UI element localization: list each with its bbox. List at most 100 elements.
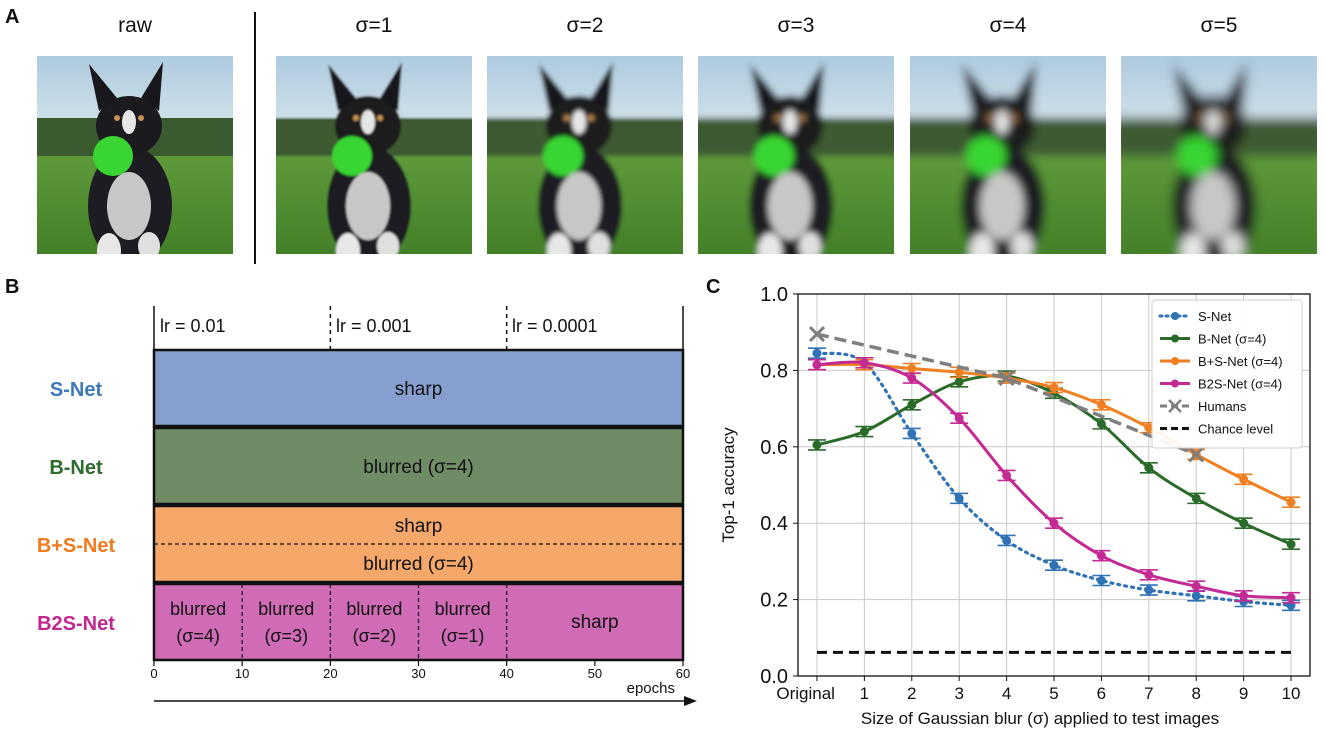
- data-point: [855, 356, 874, 369]
- data-marker: [1191, 591, 1201, 601]
- legend-entry: S-Net: [1158, 309, 1232, 324]
- y-tick-label: 0.0: [760, 666, 788, 688]
- legend-entry: Chance level: [1160, 422, 1273, 437]
- segment-text: sharp: [571, 612, 619, 633]
- dog-photo-thumbnail: [910, 56, 1106, 254]
- data-point: [1092, 549, 1111, 562]
- data-point: [1234, 589, 1253, 602]
- data-point: [1092, 418, 1111, 430]
- data-point: [902, 427, 921, 440]
- row-label: B2S-Net: [37, 613, 115, 635]
- dog-photo-image: [698, 56, 894, 254]
- segment-text: (σ=2): [353, 626, 397, 646]
- data-marker: [1002, 470, 1012, 480]
- epoch-tick-label: 60: [676, 666, 690, 681]
- segment-text: (σ=1): [441, 626, 485, 646]
- epoch-tick-label: 40: [499, 666, 513, 681]
- segment-text: (σ=3): [264, 626, 308, 646]
- segment-text: blurred: [170, 599, 226, 619]
- x-tick-label: 4: [1002, 684, 1011, 703]
- data-point: [1282, 538, 1301, 551]
- legend-label: B-Net (σ=4): [1198, 332, 1266, 347]
- data-point: [1282, 496, 1301, 508]
- data-point: [950, 492, 969, 505]
- data-marker: [1049, 560, 1059, 570]
- data-marker: [1049, 383, 1059, 393]
- lr-label: lr = 0.01: [160, 316, 226, 336]
- data-point: [1139, 584, 1158, 596]
- data-marker: [1191, 493, 1201, 503]
- dog-photo-image: [37, 56, 233, 254]
- data-point: [1139, 568, 1158, 581]
- legend-entry: B2S-Net (σ=4): [1160, 377, 1282, 392]
- panel-b: lr = 0.01 lr = 0.001 lr = 0.0001 S-Net B-Net…: [0, 280, 700, 720]
- data-marker: [1049, 518, 1059, 528]
- epoch-tick-label: 30: [411, 666, 425, 681]
- data-marker: [1144, 585, 1154, 595]
- y-tick-label: 0.6: [760, 437, 788, 459]
- legend-entry: B-Net (σ=4): [1160, 332, 1266, 347]
- x-tick-label: 10: [1282, 684, 1301, 703]
- legend-entry: B+S-Net (σ=4): [1160, 354, 1283, 369]
- legend-marker: [1171, 312, 1179, 320]
- data-point: [1045, 381, 1063, 394]
- humans-line: [816, 332, 1197, 457]
- bar-text: blurred (σ=4): [363, 457, 473, 478]
- y-tick-label: 0.8: [760, 360, 788, 382]
- data-point: [1187, 580, 1206, 593]
- thumbnail-label: σ=3: [777, 14, 815, 37]
- data-point: [997, 469, 1016, 482]
- dog-photo-thumbnail: [37, 56, 233, 254]
- data-marker: [1144, 463, 1154, 473]
- data-marker: [954, 367, 964, 377]
- y-tick-label: 0.2: [760, 590, 788, 612]
- raw-divider: [254, 12, 256, 264]
- legend-entry: Humans: [1160, 399, 1247, 414]
- data-marker: [859, 427, 869, 437]
- y-axis-title: Top-1 accuracy: [719, 427, 738, 543]
- dog-photo-thumbnail: [698, 56, 894, 254]
- bar-text: sharp: [395, 379, 443, 400]
- data-marker: [907, 400, 917, 410]
- data-marker: [859, 358, 869, 368]
- thumbnail-label: σ=1: [355, 14, 393, 37]
- dog-photo-image: [1121, 56, 1317, 254]
- dog-photo-image: [276, 56, 472, 254]
- legend-marker: [1171, 357, 1179, 365]
- data-point: [1139, 421, 1158, 434]
- data-marker: [1096, 551, 1106, 561]
- x-tick-label: 2: [907, 684, 916, 703]
- x-tick-label: Original: [776, 684, 835, 703]
- data-point: [902, 372, 921, 384]
- humans-marker-stroke: [998, 369, 1015, 387]
- schedule-bar: [152, 348, 685, 428]
- x-tick-label: 6: [1097, 684, 1106, 703]
- row-label: S-Net: [50, 379, 103, 401]
- data-point: [807, 439, 826, 451]
- data-marker: [1002, 535, 1012, 545]
- x-axis-title: Size of Gaussian blur (σ) applied to tes…: [861, 709, 1219, 728]
- data-point: [1139, 462, 1158, 474]
- data-point: [1045, 517, 1063, 530]
- lr-label: lr = 0.0001: [512, 316, 598, 336]
- data-marker: [812, 348, 822, 358]
- data-point: [1187, 492, 1206, 505]
- x-tick-label: 5: [1049, 684, 1058, 703]
- training-schedule-diagram: lr = 0.01 lr = 0.001 lr = 0.0001 S-Net B-Net…: [37, 306, 697, 706]
- legend-marker: [1168, 399, 1182, 413]
- dog-photo-thumbnail: [276, 56, 472, 254]
- data-point: [1092, 398, 1111, 411]
- data-marker: [1239, 474, 1249, 484]
- data-marker: [954, 377, 964, 387]
- epoch-tick-label: 20: [323, 666, 337, 681]
- x-tick-label: 3: [954, 684, 963, 703]
- data-point: [950, 412, 969, 424]
- data-marker: [812, 440, 822, 450]
- thumbnail-label: σ=4: [989, 14, 1027, 37]
- data-marker: [1191, 581, 1201, 591]
- data-point: [1045, 559, 1063, 572]
- thumbnail-label: σ=5: [1200, 14, 1238, 37]
- row-label: B-Net: [49, 457, 103, 479]
- legend-label: Chance level: [1198, 422, 1273, 437]
- dog-photo-thumbnail: [1121, 56, 1317, 254]
